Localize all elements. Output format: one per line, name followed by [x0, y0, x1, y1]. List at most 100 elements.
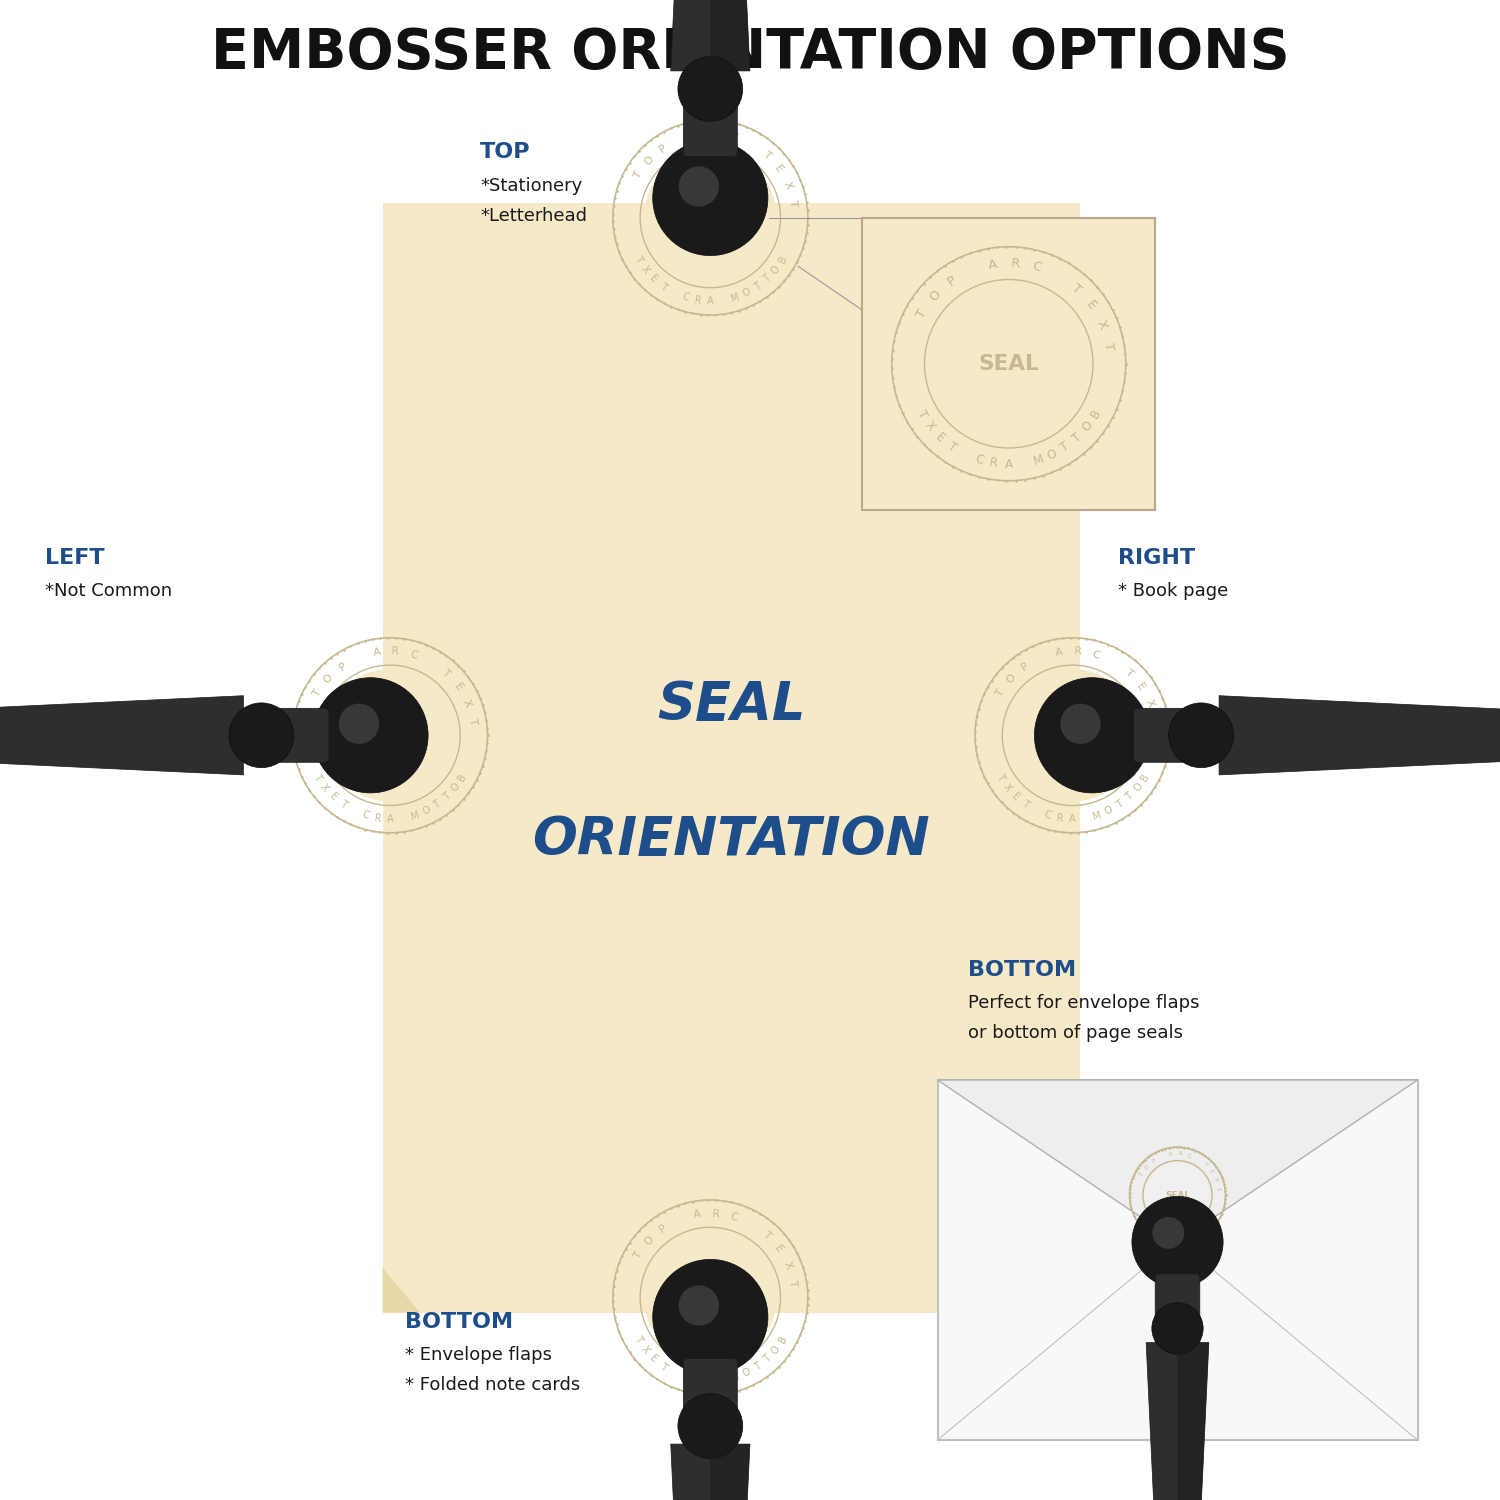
- Text: A: A: [987, 258, 999, 272]
- Text: T: T: [760, 148, 772, 160]
- Text: R: R: [1170, 1233, 1173, 1239]
- Text: * Envelope flaps: * Envelope flaps: [405, 1346, 552, 1364]
- Text: C: C: [1042, 810, 1053, 820]
- Text: T: T: [945, 440, 958, 454]
- Text: O: O: [642, 154, 656, 166]
- Text: A: A: [1070, 815, 1076, 824]
- Text: T: T: [312, 688, 324, 699]
- Circle shape: [652, 141, 768, 255]
- Text: R: R: [1178, 1152, 1182, 1156]
- Text: T: T: [1070, 430, 1084, 445]
- Text: P: P: [1152, 1158, 1156, 1164]
- Bar: [862, 217, 1155, 510]
- Polygon shape: [1042, 1268, 1080, 1312]
- FancyBboxPatch shape: [194, 708, 328, 762]
- Text: A: A: [1168, 1152, 1173, 1156]
- Text: R: R: [711, 1209, 720, 1219]
- Text: X: X: [782, 180, 794, 190]
- Text: X: X: [1000, 782, 1012, 794]
- Circle shape: [1060, 704, 1101, 744]
- Polygon shape: [1220, 696, 1500, 776]
- Text: T: T: [658, 280, 669, 292]
- Text: ORIENTATION: ORIENTATION: [532, 815, 930, 866]
- Text: B: B: [1138, 771, 1150, 783]
- Text: T: T: [1203, 1222, 1209, 1228]
- Text: E: E: [452, 681, 465, 693]
- Text: T: T: [632, 1335, 644, 1344]
- Text: O: O: [450, 782, 462, 794]
- Text: O: O: [927, 288, 944, 303]
- Circle shape: [314, 678, 428, 794]
- FancyBboxPatch shape: [684, 21, 738, 156]
- Polygon shape: [1146, 1342, 1209, 1500]
- Text: X: X: [922, 420, 938, 434]
- Text: X: X: [639, 1344, 651, 1356]
- Text: P: P: [945, 273, 958, 288]
- Text: P: P: [1020, 660, 1031, 672]
- Text: C: C: [681, 292, 690, 303]
- Text: T: T: [432, 800, 442, 810]
- Text: C: C: [408, 650, 419, 660]
- Text: A: A: [1054, 646, 1064, 658]
- Text: T: T: [1122, 668, 1134, 678]
- Text: A: A: [372, 646, 381, 658]
- Text: C: C: [1090, 650, 1101, 660]
- Text: X: X: [782, 1260, 794, 1270]
- Circle shape: [644, 152, 777, 284]
- Text: RIGHT: RIGHT: [1118, 548, 1194, 567]
- Polygon shape: [711, 0, 750, 70]
- Text: O: O: [741, 286, 753, 298]
- Circle shape: [1152, 1302, 1203, 1354]
- Text: T: T: [632, 1251, 644, 1262]
- Text: T: T: [1198, 1227, 1203, 1232]
- Text: T: T: [440, 668, 452, 678]
- Text: R: R: [1010, 256, 1020, 270]
- Text: E: E: [772, 1244, 784, 1254]
- Text: O: O: [1104, 804, 1114, 818]
- Text: B: B: [777, 1334, 789, 1346]
- Text: T: T: [994, 688, 1006, 699]
- Text: B: B: [1088, 408, 1104, 422]
- Text: C: C: [974, 453, 986, 468]
- Text: O: O: [1132, 782, 1144, 794]
- Text: T: T: [1215, 1186, 1221, 1190]
- Text: LEFT: LEFT: [45, 548, 105, 567]
- Text: T: T: [1059, 440, 1072, 454]
- Circle shape: [1152, 1216, 1185, 1249]
- Text: T: T: [1152, 1227, 1156, 1232]
- Text: A: A: [693, 129, 702, 140]
- Text: T: T: [914, 408, 928, 420]
- Text: X: X: [1094, 318, 1110, 332]
- Circle shape: [230, 704, 294, 768]
- Text: X: X: [462, 698, 474, 708]
- Circle shape: [1168, 704, 1233, 768]
- Text: E: E: [648, 273, 658, 285]
- Text: E: E: [1083, 298, 1098, 312]
- Text: T: T: [762, 1353, 772, 1365]
- Text: O: O: [1080, 419, 1095, 434]
- Circle shape: [678, 1286, 718, 1326]
- Text: B: B: [777, 254, 789, 266]
- Circle shape: [324, 669, 456, 801]
- Text: *Letterhead: *Letterhead: [480, 207, 586, 225]
- Text: T: T: [1068, 282, 1083, 297]
- Text: C: C: [1030, 260, 1044, 274]
- Polygon shape: [670, 1444, 750, 1500]
- Circle shape: [928, 284, 1089, 444]
- Circle shape: [1144, 1162, 1210, 1228]
- Text: O: O: [642, 1234, 656, 1246]
- Circle shape: [1035, 678, 1149, 794]
- Circle shape: [644, 1232, 777, 1364]
- Text: O: O: [1206, 1218, 1214, 1224]
- Text: SEAL: SEAL: [1166, 1191, 1190, 1200]
- Text: X: X: [639, 264, 651, 276]
- Text: O: O: [1046, 447, 1059, 462]
- Text: T: T: [441, 790, 453, 802]
- Text: T: T: [1138, 1214, 1144, 1218]
- Text: E: E: [772, 164, 784, 174]
- Text: M: M: [410, 810, 420, 822]
- Text: X: X: [1142, 1218, 1148, 1224]
- Text: SEAL: SEAL: [686, 1288, 735, 1306]
- Text: T: T: [1138, 1172, 1144, 1178]
- Text: A: A: [706, 1377, 714, 1386]
